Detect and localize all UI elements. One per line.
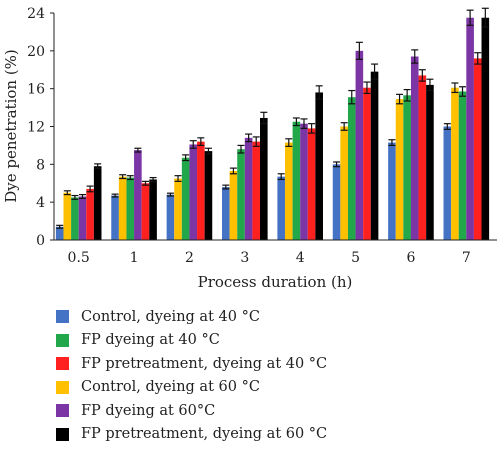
bar [466, 17, 474, 240]
bar [197, 141, 205, 240]
y-axis-title: Dye penetration (%) [2, 49, 20, 203]
bar [332, 164, 341, 240]
x-tick-label: 5 [351, 250, 360, 266]
bar [277, 176, 285, 240]
bar [166, 194, 175, 240]
bar [174, 178, 182, 240]
bar [458, 91, 467, 240]
bar [244, 137, 253, 240]
bar [252, 141, 261, 240]
legend-swatch [56, 427, 69, 441]
bar [395, 99, 404, 240]
legend-label: FP pretreatment, dyeing at 40 °C [81, 355, 328, 372]
bar [55, 226, 64, 240]
bar [388, 142, 396, 240]
bar [284, 142, 293, 240]
bar [340, 126, 348, 240]
bar [473, 58, 482, 241]
legend-item: Control, dyeing at 60 °C [56, 376, 327, 400]
bar [403, 95, 411, 240]
bar [481, 17, 490, 240]
bar [63, 192, 72, 240]
x-tick-label: 7 [462, 250, 471, 266]
legend-swatch [56, 380, 69, 394]
y-tick-label: 24 [27, 6, 45, 22]
bar [189, 144, 198, 240]
legend-label: FP dyeing at 40 °C [81, 332, 220, 349]
bar [355, 50, 364, 241]
y-tick-label: 12 [27, 120, 45, 136]
bar [260, 117, 268, 240]
y-ticks-group: 0 4 8 12 16 20 24 [27, 6, 54, 249]
bar [237, 149, 245, 240]
bar [204, 151, 213, 240]
legend-item: FP pretreatment, dyeing at 60 °C [56, 423, 327, 447]
x-tick-label: 0.5 [68, 250, 90, 266]
bar [111, 195, 119, 240]
y-tick-label: 16 [27, 82, 45, 98]
bar [134, 150, 142, 240]
y-tick-label: 20 [27, 44, 45, 60]
bar [418, 75, 427, 240]
bar [347, 97, 356, 240]
bar [86, 188, 94, 240]
bar [315, 92, 323, 240]
legend-swatch [56, 357, 69, 371]
bars-group [55, 17, 490, 241]
legend-swatch [56, 404, 69, 418]
x-tick-label: 6 [406, 250, 415, 266]
legend-swatch [56, 333, 69, 347]
x-tick-label: 4 [296, 250, 305, 266]
legend-item: Control, dyeing at 40 °C [56, 305, 327, 329]
x-tick-label: 3 [240, 250, 249, 266]
bar [229, 170, 238, 240]
x-axis-title: Process duration (h) [198, 273, 353, 291]
bar [451, 87, 459, 241]
bar [363, 87, 371, 241]
bar [78, 196, 87, 240]
x-tick-label: 2 [185, 250, 194, 266]
bar [443, 126, 452, 240]
legend-item: FP dyeing at 60°C [56, 399, 327, 423]
bar [71, 197, 79, 240]
bar [141, 183, 150, 240]
legend: Control, dyeing at 40 °C FP dyeing at 40 … [56, 305, 327, 446]
bar [222, 187, 230, 240]
legend-item: FP pretreatment, dyeing at 40 °C [56, 352, 327, 376]
bar [181, 157, 190, 240]
bar [126, 177, 135, 240]
bar [300, 123, 308, 240]
y-tick-label: 8 [36, 157, 45, 173]
y-tick-label: 4 [36, 195, 45, 211]
bar [93, 166, 102, 240]
bar [370, 71, 379, 241]
legend-label: FP pretreatment, dyeing at 60 °C [81, 426, 328, 443]
legend-label: Control, dyeing at 40 °C [81, 308, 260, 325]
bar [149, 179, 157, 240]
bar [410, 56, 419, 241]
bar [118, 176, 127, 240]
legend-label: Control, dyeing at 60 °C [81, 379, 260, 396]
x-tick-label: 1 [130, 250, 139, 266]
y-tick-label: 0 [36, 233, 45, 249]
error-bars-group [56, 7, 489, 229]
legend-item: FP dyeing at 40 °C [56, 329, 327, 353]
bar [292, 121, 301, 240]
bar [426, 84, 434, 240]
legend-label: FP dyeing at 60°C [81, 402, 216, 419]
bar [307, 128, 316, 240]
legend-swatch [56, 310, 69, 324]
x-ticks-group: 0.5 1 2 3 4 5 6 7 [68, 250, 471, 266]
